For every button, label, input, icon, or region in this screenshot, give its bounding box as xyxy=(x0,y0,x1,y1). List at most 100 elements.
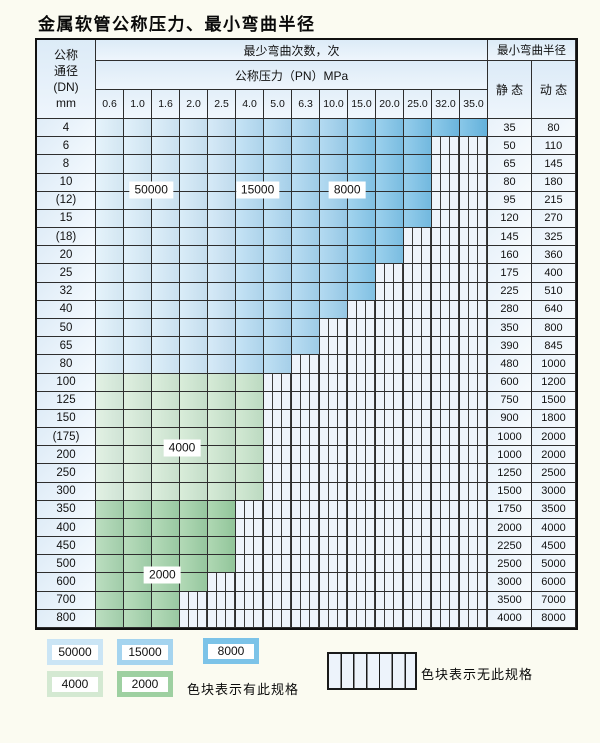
cell-colored xyxy=(124,428,152,447)
header-static: 静 态 xyxy=(488,61,532,119)
cell-colored xyxy=(96,446,124,465)
cell-colored xyxy=(180,173,208,192)
cell-no-spec xyxy=(348,500,376,519)
row-label-dn: 8 xyxy=(37,155,96,174)
cell-no-spec xyxy=(432,555,460,574)
cell-no-spec xyxy=(432,355,460,374)
cell-colored xyxy=(320,119,348,138)
cell-no-spec xyxy=(292,537,320,556)
row-label-dn: 200 xyxy=(37,446,96,465)
cell-no-spec xyxy=(292,555,320,574)
cell-no-spec xyxy=(432,155,460,174)
cell-colored xyxy=(264,137,292,156)
dynamic-value: 325 xyxy=(532,228,576,247)
cell-no-spec xyxy=(376,391,404,410)
cell-no-spec xyxy=(264,428,292,447)
cell-no-spec xyxy=(460,318,488,338)
static-value: 160 xyxy=(488,246,532,265)
cell-colored xyxy=(152,209,180,229)
cell-colored xyxy=(376,209,404,229)
cell-no-spec xyxy=(292,518,320,538)
cell-no-spec xyxy=(460,246,488,265)
cell-colored xyxy=(292,318,320,338)
cell-colored xyxy=(124,464,152,483)
dynamic-value: 4500 xyxy=(532,537,576,556)
cell-colored xyxy=(376,137,404,156)
cell-colored xyxy=(208,155,236,174)
cell-colored xyxy=(292,228,320,247)
cell-no-spec xyxy=(376,555,404,574)
cell-colored xyxy=(96,428,124,447)
static-value: 120 xyxy=(488,209,532,229)
cell-colored xyxy=(292,173,320,192)
cell-no-spec xyxy=(460,264,488,283)
cell-colored xyxy=(124,246,152,265)
cell-no-spec xyxy=(348,609,376,628)
page-title: 金属软管公称压力、最小弯曲半径 xyxy=(38,15,316,35)
cell-no-spec xyxy=(404,591,432,610)
cell-no-spec xyxy=(432,209,460,229)
cell-colored xyxy=(124,337,152,356)
pressure-tick: 1.0 xyxy=(124,90,152,119)
dynamic-value: 80 xyxy=(532,119,576,138)
header-dn-line: mm xyxy=(56,96,76,110)
cell-no-spec xyxy=(264,518,292,538)
static-value: 2000 xyxy=(488,518,532,538)
cell-colored xyxy=(348,246,376,265)
cell-colored xyxy=(124,318,152,338)
static-value: 95 xyxy=(488,191,532,210)
cell-colored xyxy=(152,464,180,483)
cell-no-spec xyxy=(376,446,404,465)
cell-no-spec xyxy=(264,446,292,465)
cell-colored xyxy=(236,446,264,465)
cell-colored xyxy=(96,518,124,538)
cell-colored xyxy=(208,446,236,465)
cell-colored xyxy=(96,318,124,338)
cell-no-spec xyxy=(208,591,236,610)
cell-no-spec xyxy=(264,555,292,574)
cell-no-spec xyxy=(264,609,292,628)
cell-colored xyxy=(376,228,404,247)
cell-no-spec xyxy=(432,282,460,301)
cell-colored xyxy=(208,337,236,356)
cell-no-spec xyxy=(264,591,292,610)
cell-no-spec xyxy=(292,464,320,483)
cell-colored xyxy=(348,264,376,283)
cell-colored xyxy=(96,155,124,174)
cell-no-spec xyxy=(348,337,376,356)
dynamic-value: 4000 xyxy=(532,518,576,538)
cell-colored xyxy=(180,373,208,392)
cell-colored xyxy=(208,409,236,429)
cell-no-spec xyxy=(180,609,208,628)
cell-colored xyxy=(208,318,236,338)
cell-no-spec xyxy=(264,500,292,519)
cell-colored xyxy=(208,137,236,156)
cell-colored xyxy=(152,355,180,374)
cell-colored xyxy=(152,282,180,301)
cell-colored xyxy=(236,373,264,392)
cell-no-spec xyxy=(432,482,460,501)
cell-colored xyxy=(292,155,320,174)
dynamic-value: 270 xyxy=(532,209,576,229)
static-value: 2500 xyxy=(488,555,532,574)
cell-colored xyxy=(236,482,264,501)
dynamic-value: 215 xyxy=(532,191,576,210)
cell-colored xyxy=(152,155,180,174)
row-label-dn: 15 xyxy=(37,209,96,229)
cell-colored xyxy=(152,264,180,283)
row-label-dn: 300 xyxy=(37,482,96,501)
cell-colored xyxy=(208,500,236,519)
pressure-tick: 2.0 xyxy=(180,90,208,119)
legend-swatch-8000: 8000 xyxy=(203,638,259,664)
cell-no-spec xyxy=(460,355,488,374)
cell-no-spec xyxy=(320,573,348,592)
cell-no-spec xyxy=(264,537,292,556)
cell-colored xyxy=(96,228,124,247)
cell-colored xyxy=(96,173,124,192)
cell-colored xyxy=(264,355,292,374)
cell-colored xyxy=(124,137,152,156)
cell-colored xyxy=(124,282,152,301)
static-value: 4000 xyxy=(488,609,532,628)
cell-colored xyxy=(208,191,236,210)
cell-no-spec xyxy=(404,609,432,628)
